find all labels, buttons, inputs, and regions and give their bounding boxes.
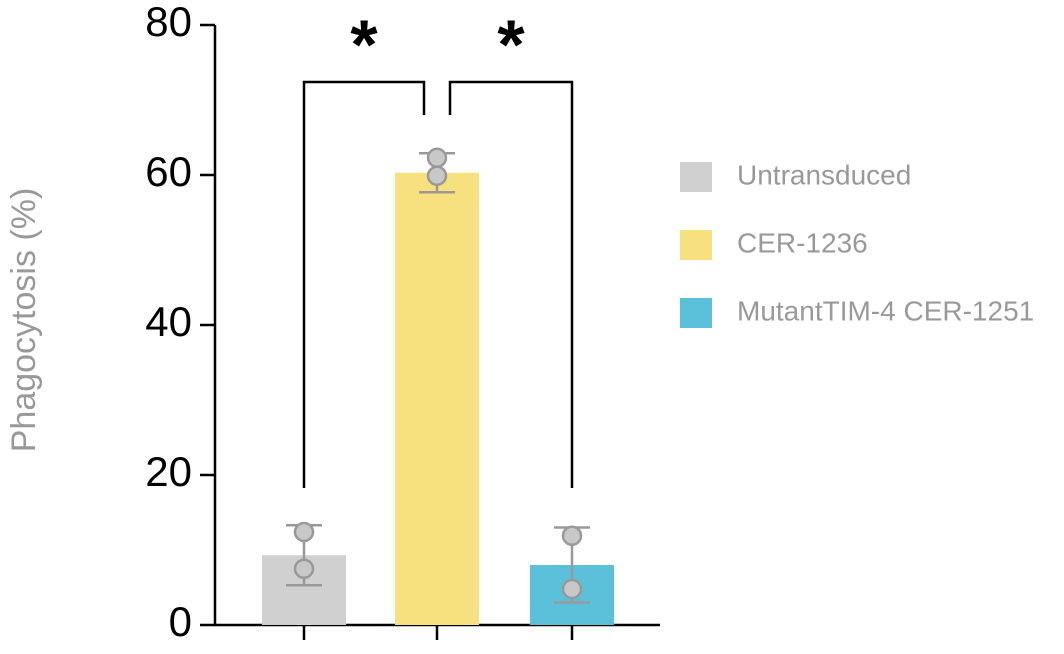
data-point	[561, 525, 583, 546]
data-point	[426, 147, 448, 168]
y-tick-label: 0	[169, 598, 192, 645]
y-axis-label: Phagocytosis (%)	[5, 188, 43, 453]
legend-label: MutantTIM-4 CER-1251	[737, 295, 1034, 326]
data-point	[293, 521, 315, 543]
legend-label: Untransduced	[737, 159, 911, 190]
data-point	[426, 165, 448, 186]
y-tick-label: 80	[145, 0, 192, 45]
legend-swatch	[680, 162, 712, 192]
legend-swatch	[680, 298, 712, 328]
data-point	[293, 558, 315, 579]
legend-swatch	[680, 230, 712, 260]
y-tick-label: 20	[145, 448, 192, 495]
bar	[395, 172, 479, 625]
significance-star: *	[497, 5, 525, 83]
y-tick-label: 40	[145, 298, 192, 345]
y-tick-label: 60	[145, 148, 192, 195]
legend-label: CER-1236	[737, 227, 868, 258]
data-point	[561, 578, 583, 600]
significance-bracket	[302, 80, 426, 488]
significance-bracket	[448, 80, 574, 488]
significance-star: *	[350, 5, 378, 83]
